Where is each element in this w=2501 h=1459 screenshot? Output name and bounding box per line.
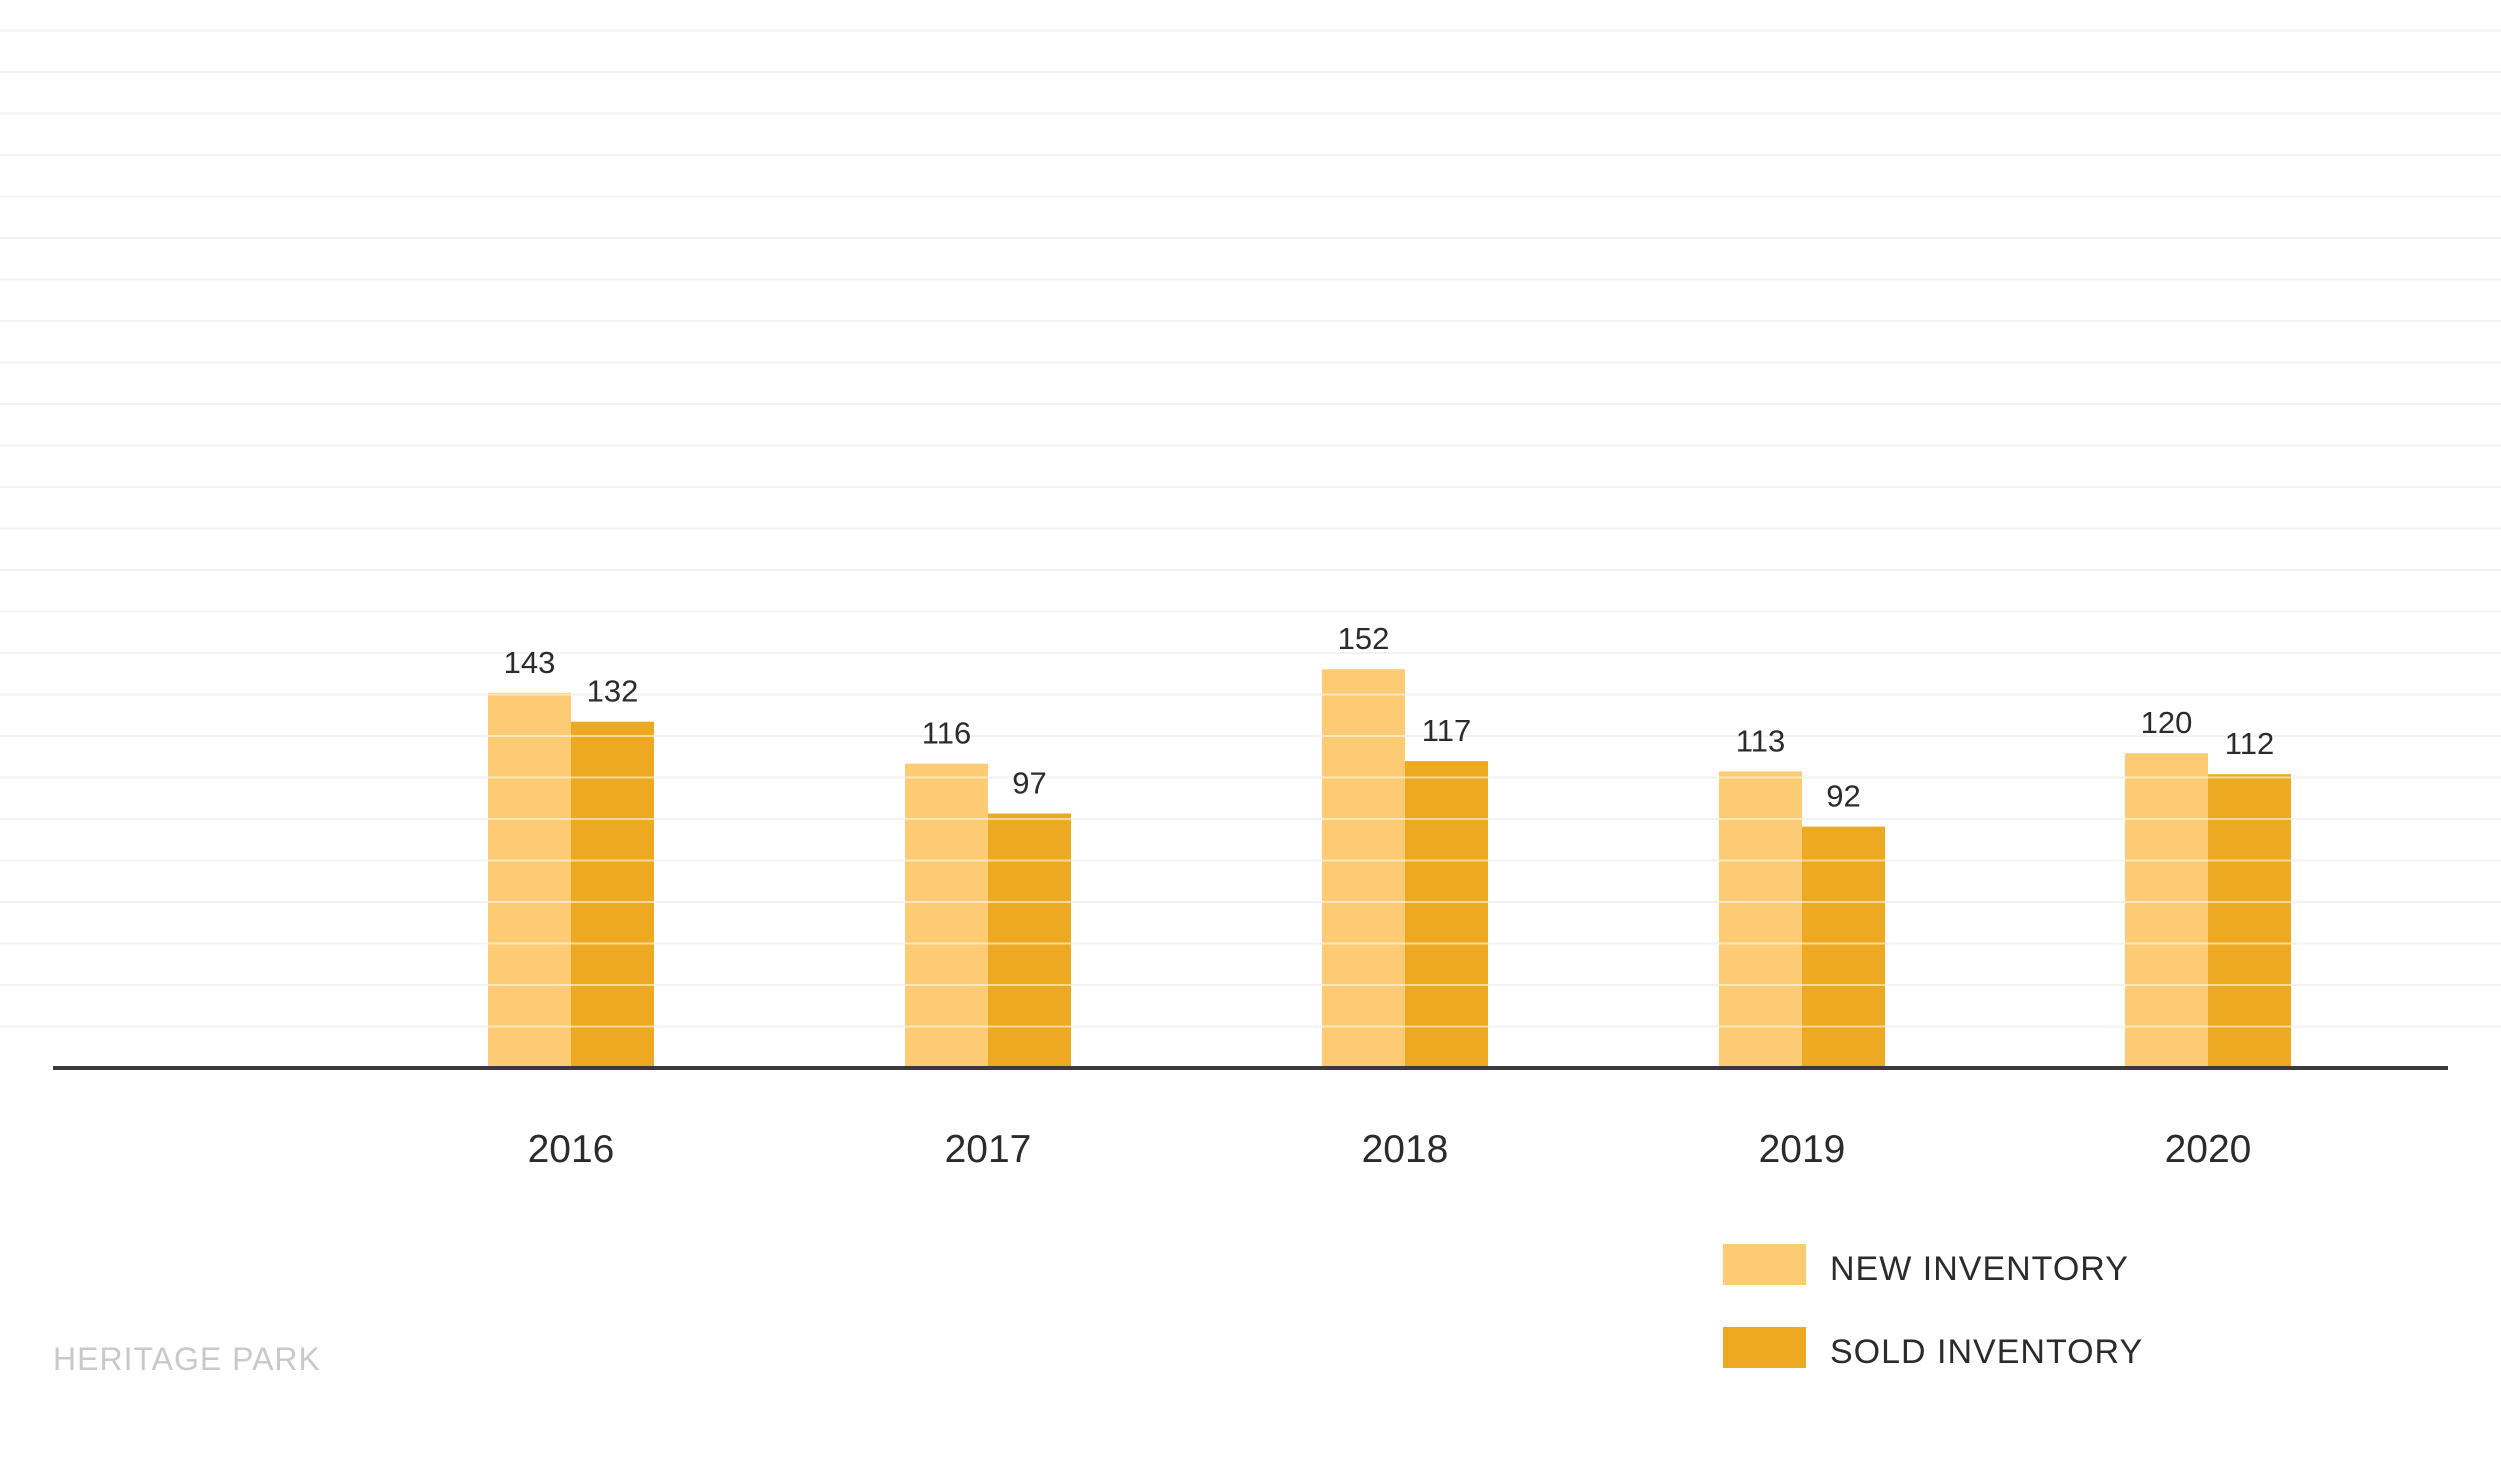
legend-swatch-new: [1723, 1244, 1806, 1285]
bar-sold-2019: [1802, 826, 1885, 1068]
grid-lines: [0, 29, 2501, 1028]
bars: [488, 669, 2291, 1068]
value-label-sold-2019: 92: [1826, 779, 1860, 814]
bar-new-2017: [905, 763, 988, 1068]
footer-label: HERITAGE PARK: [53, 1341, 321, 1377]
legend: NEW INVENTORY SOLD INVENTORY: [1723, 1244, 2143, 1371]
value-label-sold-2017: 97: [1012, 766, 1046, 801]
bar-new-2019: [1719, 771, 1802, 1068]
legend-label-sold: SOLD INVENTORY: [1830, 1333, 2143, 1371]
bar-new-2020: [2125, 753, 2208, 1068]
category-label-2017: 2017: [945, 1128, 1032, 1171]
legend-label-new: NEW INVENTORY: [1830, 1250, 2129, 1288]
value-label-sold-2020: 112: [2225, 726, 2274, 761]
category-label-2016: 2016: [528, 1128, 615, 1171]
value-label-new-2016: 143: [504, 645, 556, 680]
bar-sold-2018: [1405, 761, 1488, 1068]
value-labels: 143 132 116 97 152 117 113 92 120 112: [504, 621, 2275, 813]
value-label-new-2018: 152: [1338, 621, 1390, 656]
value-label-sold-2018: 117: [1422, 713, 1471, 748]
category-label-2018: 2018: [1362, 1128, 1449, 1171]
category-labels: 2016 2017 2018 2019 2020: [528, 1128, 2252, 1171]
legend-swatch-sold: [1723, 1327, 1806, 1368]
value-label-sold-2016: 132: [587, 674, 639, 709]
value-label-new-2019: 113: [1736, 724, 1785, 759]
value-label-new-2020: 120: [2141, 705, 2193, 740]
value-label-new-2017: 116: [922, 716, 971, 751]
category-label-2020: 2020: [2165, 1128, 2252, 1171]
bar-sold-2017: [988, 813, 1071, 1068]
bar-sold-2020: [2208, 774, 2291, 1068]
bar-new-2016: [488, 692, 571, 1068]
bar-sold-2016: [571, 721, 654, 1068]
category-label-2019: 2019: [1759, 1128, 1846, 1171]
bar-new-2018: [1322, 669, 1405, 1068]
